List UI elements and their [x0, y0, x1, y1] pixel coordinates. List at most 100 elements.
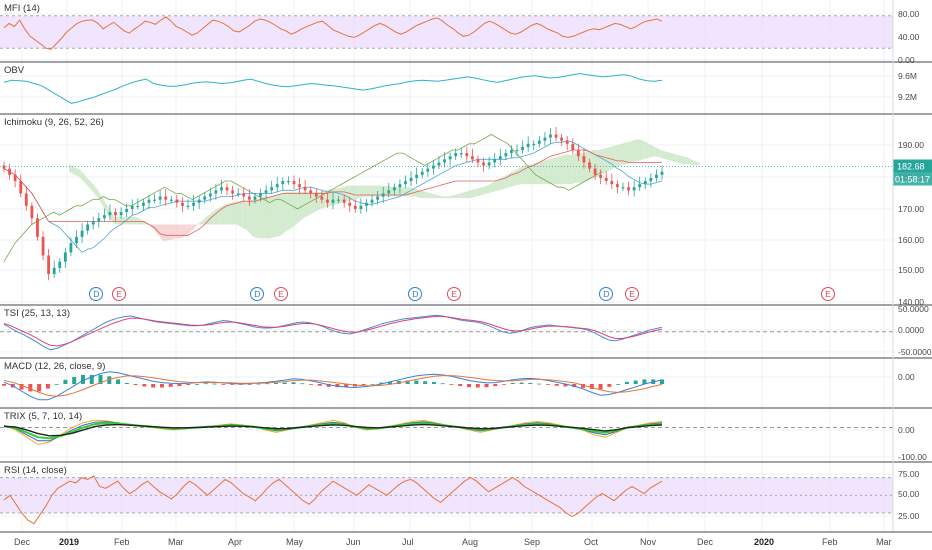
data-point — [49, 435, 50, 436]
data-point — [458, 33, 459, 34]
series-line-rsi — [3, 475, 663, 525]
candle — [610, 173, 614, 190]
data-point — [49, 438, 50, 439]
data-point — [359, 35, 360, 36]
data-point — [83, 429, 84, 430]
data-point — [40, 43, 41, 44]
candle-body — [203, 196, 207, 200]
data-point — [627, 427, 628, 428]
data-point — [650, 425, 651, 426]
histogram-bar — [19, 384, 24, 390]
data-point — [87, 20, 88, 21]
candle — [231, 185, 235, 200]
candle — [409, 171, 413, 186]
y-tick-label: 160.00 — [898, 235, 924, 245]
dividend-marker[interactable]: D — [599, 287, 613, 301]
data-point — [276, 428, 277, 429]
event-letter: E — [629, 289, 635, 299]
histogram-bar — [449, 384, 454, 385]
data-point — [328, 384, 329, 385]
dividend-icon[interactable] — [408, 287, 422, 301]
data-point — [343, 34, 344, 35]
data-point — [49, 440, 50, 441]
candle-body — [565, 140, 569, 144]
data-point — [423, 424, 424, 425]
last-price-label: 182.68 — [897, 162, 925, 172]
dividend-icon[interactable] — [599, 287, 613, 301]
data-point — [480, 432, 481, 433]
candle-body — [537, 140, 541, 144]
data-point — [521, 380, 522, 381]
dividend-marker[interactable]: D — [408, 287, 422, 301]
time-tick-label: Jul — [402, 537, 414, 547]
dividend-marker[interactable]: D — [89, 287, 103, 301]
y-tick-label: 0.0000 — [898, 325, 924, 335]
data-point — [17, 328, 18, 329]
candle — [426, 163, 430, 177]
data-point — [480, 428, 481, 429]
candle-body — [36, 218, 39, 237]
earnings-icon[interactable] — [274, 287, 288, 301]
data-point — [649, 488, 650, 489]
data-point — [285, 30, 286, 31]
data-point — [354, 385, 355, 386]
data-point — [296, 31, 297, 32]
data-point — [644, 493, 645, 494]
dividend-icon[interactable] — [89, 287, 103, 301]
data-point — [181, 28, 182, 29]
dividend-icon[interactable] — [250, 287, 264, 301]
candle — [136, 198, 140, 210]
data-point — [30, 388, 31, 389]
candle — [537, 136, 541, 148]
earnings-icon[interactable] — [625, 287, 639, 301]
data-point — [505, 29, 506, 30]
dividend-marker[interactable]: D — [250, 287, 264, 301]
histogram-bar — [98, 374, 103, 384]
data-point — [196, 382, 197, 383]
data-point — [57, 345, 58, 346]
candle-body — [588, 162, 591, 169]
earnings-icon[interactable] — [112, 287, 126, 301]
earnings-marker[interactable]: E — [821, 287, 835, 301]
histogram-bar — [484, 384, 489, 388]
cloud-segment — [353, 185, 360, 200]
data-point — [78, 101, 79, 102]
data-point — [548, 326, 549, 327]
cloud-segment — [693, 160, 700, 166]
cloud-segment — [626, 140, 633, 164]
data-point — [233, 30, 234, 31]
earnings-marker[interactable]: E — [274, 287, 288, 301]
candle-body — [281, 181, 285, 185]
data-point — [639, 79, 640, 80]
earnings-icon[interactable] — [447, 287, 461, 301]
data-point — [489, 325, 490, 326]
data-point — [83, 336, 84, 337]
data-point — [548, 425, 549, 426]
data-point — [218, 21, 219, 22]
data-point — [238, 31, 239, 32]
candle — [114, 208, 117, 222]
candle — [571, 138, 575, 154]
candle-body — [264, 190, 268, 194]
data-point — [15, 504, 16, 505]
earnings-marker[interactable]: E — [112, 287, 126, 301]
histogram-bar — [203, 383, 208, 385]
earnings-marker[interactable]: E — [447, 287, 461, 301]
data-point — [289, 324, 290, 325]
data-point — [467, 76, 468, 77]
data-point — [338, 484, 339, 485]
data-point — [72, 433, 73, 434]
earnings-marker[interactable]: E — [625, 287, 639, 301]
data-point — [275, 382, 276, 383]
earnings-icon[interactable] — [821, 287, 835, 301]
cloud-segment — [113, 216, 120, 225]
candle-body — [337, 199, 340, 201]
data-point — [284, 381, 285, 382]
data-point — [409, 318, 410, 319]
data-point — [77, 339, 78, 340]
cloud-segment — [688, 157, 694, 166]
pane-title: MACD (12, 26, close, 9) — [4, 361, 105, 372]
data-point — [336, 331, 337, 332]
data-point — [3, 426, 4, 427]
data-point — [632, 76, 633, 77]
